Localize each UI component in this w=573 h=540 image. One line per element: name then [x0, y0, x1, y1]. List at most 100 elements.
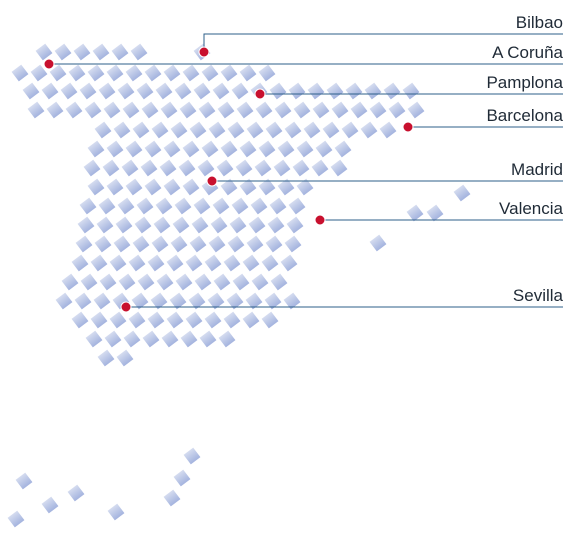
map-tile: [269, 197, 287, 215]
map-tile: [182, 64, 200, 82]
city-dot-madrid: [206, 175, 218, 187]
map-tile: [94, 235, 112, 253]
map-tile: [179, 101, 197, 119]
map-tile: [173, 469, 191, 487]
map-tile: [322, 121, 340, 139]
map-tile: [74, 292, 92, 310]
map-tile: [136, 197, 154, 215]
map-tile: [75, 235, 93, 253]
map-tile: [286, 216, 304, 234]
map-tile: [156, 273, 174, 291]
map-tile: [163, 140, 181, 158]
map-tile: [311, 159, 329, 177]
map-tile: [198, 101, 216, 119]
map-tile: [160, 101, 178, 119]
map-tile: [223, 311, 241, 329]
map-tile: [288, 82, 306, 100]
map-tile: [223, 254, 241, 272]
map-tile: [122, 101, 140, 119]
map-tile: [54, 43, 72, 61]
map-tile: [407, 101, 425, 119]
map-tile: [87, 140, 105, 158]
map-tile: [71, 311, 89, 329]
leader-line-bilbao: [203, 33, 563, 52]
map-tile: [204, 311, 222, 329]
map-tile: [132, 235, 150, 253]
map-tile: [174, 82, 192, 100]
map-tile: [277, 178, 295, 196]
map-tile: [107, 503, 125, 521]
map-tile: [132, 121, 150, 139]
map-tile: [303, 121, 321, 139]
map-tile: [185, 254, 203, 272]
map-tile: [68, 64, 86, 82]
map-tile: [220, 178, 238, 196]
map-tile: [178, 159, 196, 177]
map-tile: [130, 43, 148, 61]
map-tile: [115, 216, 133, 234]
map-tile: [261, 311, 279, 329]
map-tile: [406, 204, 424, 222]
map-tile: [77, 216, 95, 234]
map-tile: [73, 43, 91, 61]
map-tile: [46, 101, 64, 119]
map-tile: [92, 43, 110, 61]
map-tile: [55, 292, 73, 310]
map-tile: [155, 197, 173, 215]
map-tile: [71, 254, 89, 272]
map-tile: [242, 254, 260, 272]
map-tile: [220, 140, 238, 158]
map-tile: [22, 82, 40, 100]
map-tile: [11, 64, 29, 82]
map-tile: [296, 178, 314, 196]
map-tile: [170, 235, 188, 253]
map-tile: [174, 197, 192, 215]
map-tile: [166, 311, 184, 329]
map-tile: [87, 64, 105, 82]
map-tile: [312, 101, 330, 119]
map-tile: [246, 235, 264, 253]
map-tile: [163, 489, 181, 507]
map-tile: [35, 43, 53, 61]
map-tile: [125, 140, 143, 158]
map-tile: [102, 159, 120, 177]
map-tile: [388, 101, 406, 119]
city-dot-bilbao: [198, 46, 210, 58]
map-tile: [163, 64, 181, 82]
map-tile: [284, 121, 302, 139]
map-tile: [201, 64, 219, 82]
map-tile: [106, 178, 124, 196]
map-tile: [369, 234, 387, 252]
map-tile: [270, 273, 288, 291]
map-tile: [245, 292, 263, 310]
city-dot-barcelona: [402, 121, 414, 133]
map-tile: [80, 273, 98, 291]
map-tile: [125, 178, 143, 196]
leader-lines: [49, 33, 563, 308]
map-tile: [142, 330, 160, 348]
map-tile: [7, 510, 25, 528]
map-tile: [226, 292, 244, 310]
map-tile: [229, 216, 247, 234]
map-tile: [345, 82, 363, 100]
map-tile: [170, 121, 188, 139]
map-tile: [217, 101, 235, 119]
map-tile: [239, 178, 257, 196]
map-tile: [30, 64, 48, 82]
map-tile: [236, 101, 254, 119]
map-tile: [155, 82, 173, 100]
map-tile: [193, 197, 211, 215]
map-tile: [288, 197, 306, 215]
map-tile: [98, 197, 116, 215]
map-tile: [208, 235, 226, 253]
map-tile: [175, 273, 193, 291]
map-tile: [123, 330, 141, 348]
map-tile: [292, 159, 310, 177]
map-tile: [103, 101, 121, 119]
city-dot-pamplona: [254, 88, 266, 100]
city-label-barcelona: Barcelona: [486, 106, 563, 125]
map-tile: [341, 121, 359, 139]
map-tile: [144, 64, 162, 82]
map-tile: [106, 64, 124, 82]
map-tile: [96, 216, 114, 234]
